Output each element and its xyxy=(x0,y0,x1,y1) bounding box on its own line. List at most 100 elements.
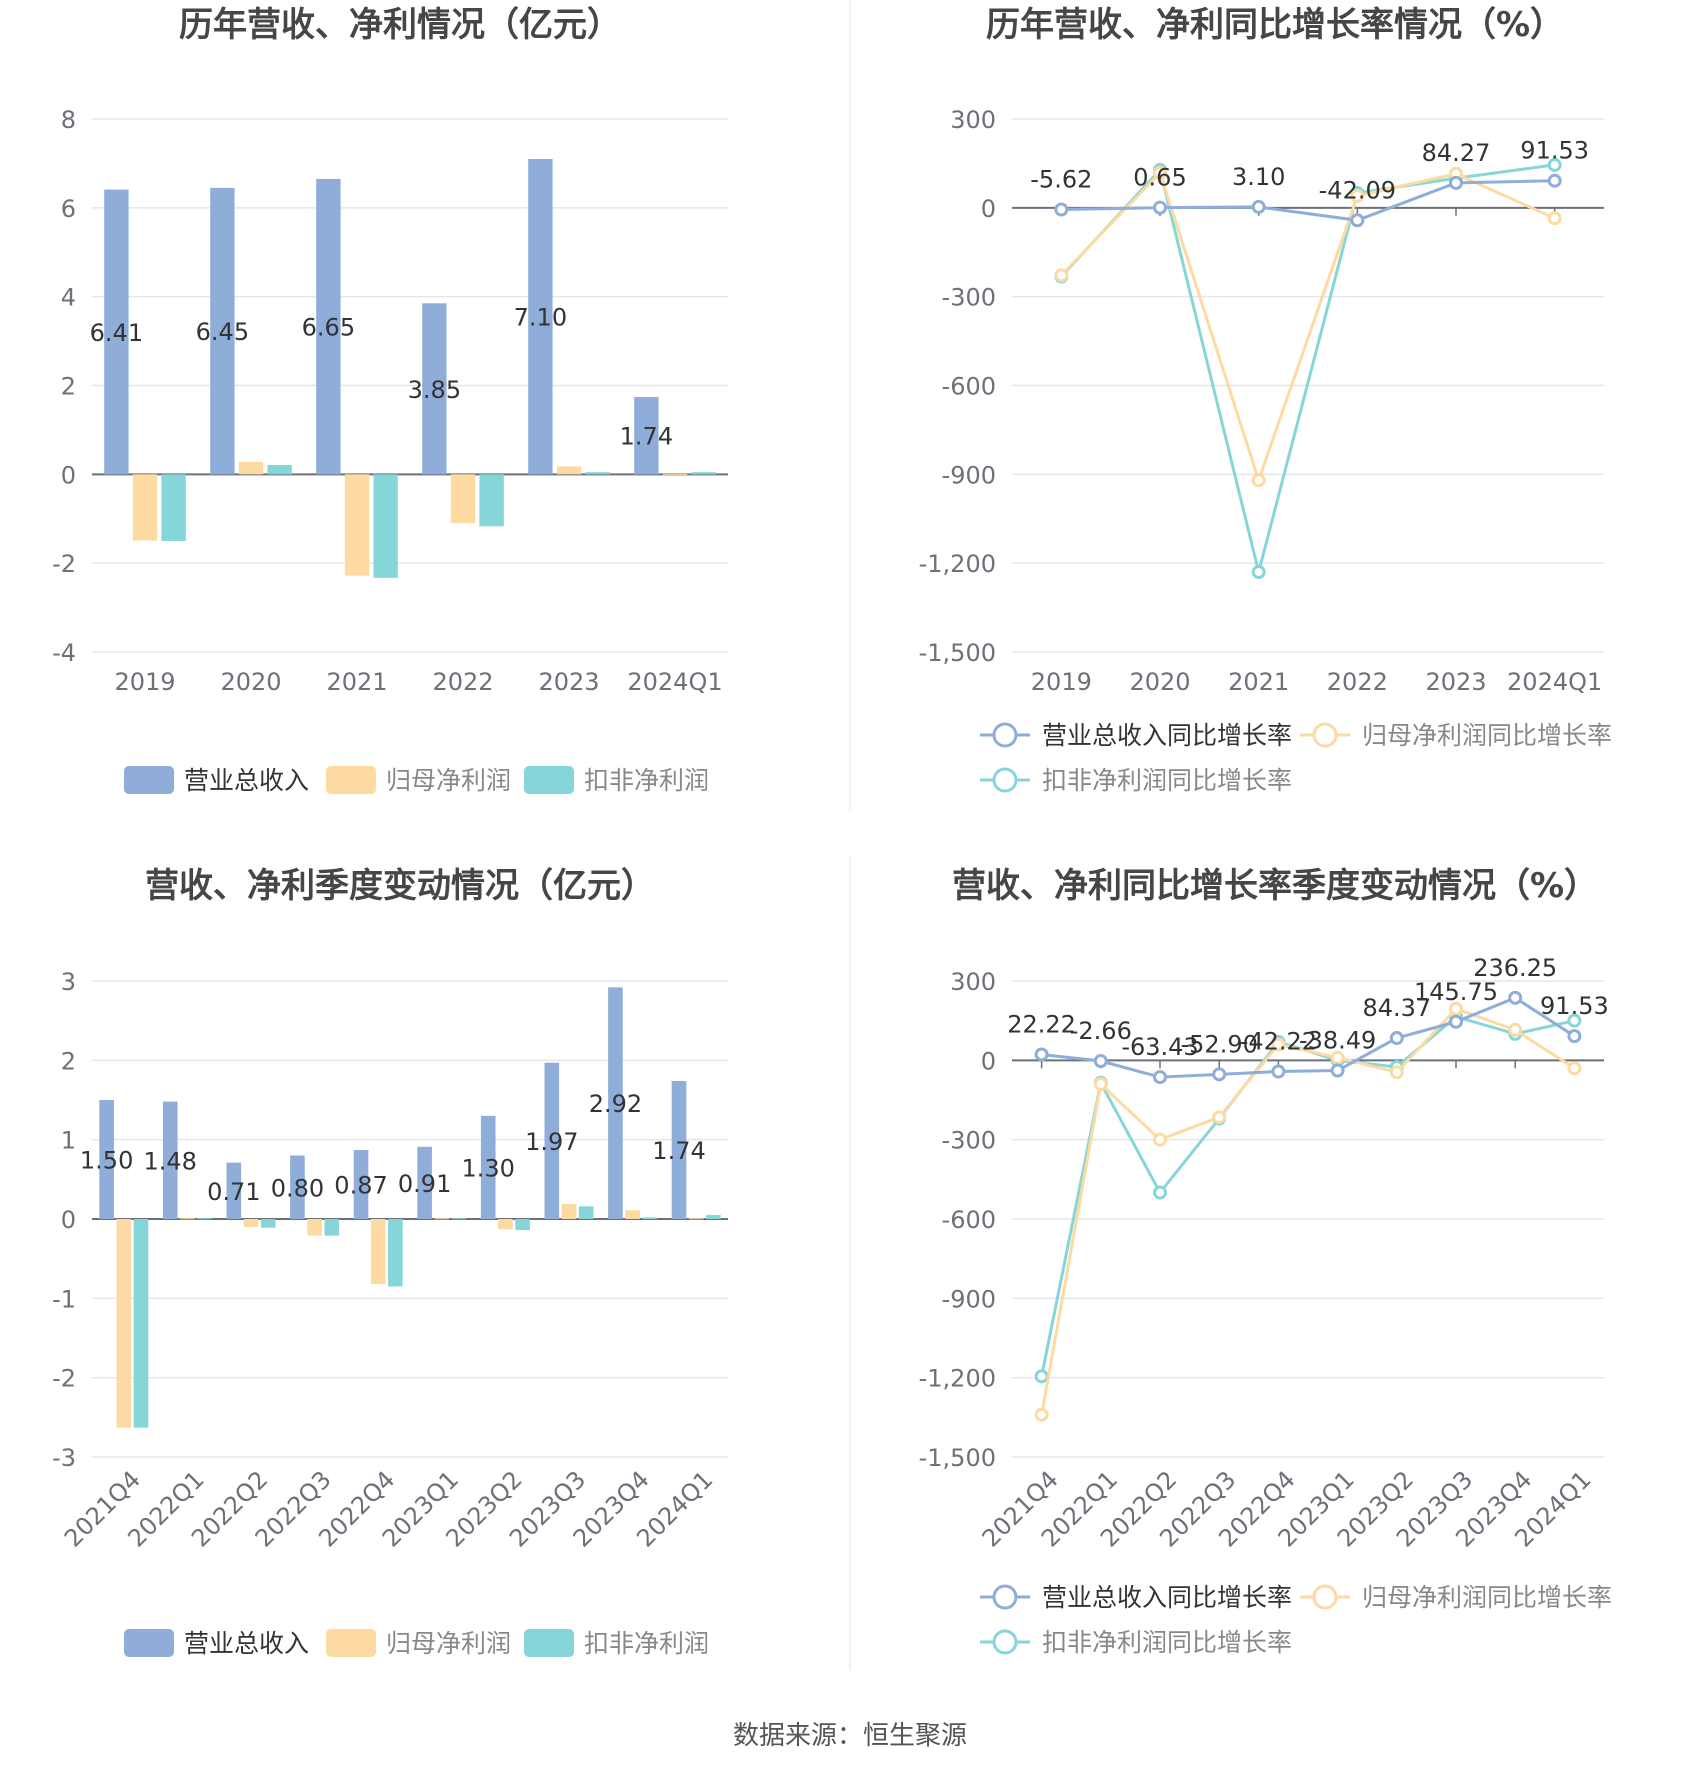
bar-revenue xyxy=(104,189,129,475)
source-note: 数据来源：恒生聚源 xyxy=(733,1721,967,1751)
legend-label: 归母净利润同比增长率 xyxy=(1362,1583,1612,1612)
bar-revenue xyxy=(162,1101,178,1219)
legend-label: 营业总收入同比增长率 xyxy=(1042,1583,1292,1612)
y-tick-label: 8 xyxy=(61,106,76,134)
y-tick-label: 300 xyxy=(950,968,996,996)
y-tick-label: 0 xyxy=(61,1206,76,1234)
data-label: 1.74 xyxy=(620,423,673,451)
bar-revenue xyxy=(634,397,659,475)
line-point xyxy=(1567,1061,1582,1076)
line-revenue-growth xyxy=(1041,996,1576,1079)
data-label: -52.90 xyxy=(1181,1030,1258,1058)
bar-net-profit xyxy=(344,474,370,576)
legend-item[interactable]: 扣非净利润同比增长率 xyxy=(980,766,1292,795)
data-label: 2.92 xyxy=(589,1090,642,1118)
legend-item[interactable]: 扣非净利润 xyxy=(524,766,709,795)
bar-revenue xyxy=(316,178,341,475)
y-tick-label: -1,200 xyxy=(919,550,996,578)
bar-revenue xyxy=(422,303,447,475)
line-point xyxy=(1054,202,1069,217)
x-tick-label: 2023 xyxy=(1425,668,1486,696)
legend-item[interactable]: 归母净利润同比增长率 xyxy=(1300,1583,1612,1612)
legend-label: 归母净利润 xyxy=(386,1629,511,1658)
data-label: 91.53 xyxy=(1540,992,1609,1020)
bar-revenue xyxy=(480,1115,496,1219)
legend-item[interactable]: 营业总收入 xyxy=(124,766,309,795)
bar-net-profit xyxy=(307,1219,322,1236)
line-point xyxy=(1153,200,1167,215)
legend-item[interactable]: 归母净利润同比增长率 xyxy=(1300,721,1612,750)
line-point xyxy=(1212,1110,1227,1125)
line-point xyxy=(1350,213,1365,228)
bar-net-profit xyxy=(238,461,264,475)
y-tick-label: 0 xyxy=(981,1047,996,1075)
chart-annual-growth: 历年营收、净利同比增长率情况（%） 300 0 -300 -600 -900 -1,200 -… xyxy=(919,5,1612,795)
legend-item[interactable]: 归母净利润 xyxy=(326,1629,511,1658)
line-point xyxy=(1034,1369,1049,1384)
y-tick-label: -1 xyxy=(52,1285,76,1313)
bar-deducted-profit xyxy=(133,1219,149,1428)
legend-item[interactable]: 扣非净利润 xyxy=(524,1629,709,1658)
line-point xyxy=(1212,1067,1227,1082)
bar-net-profit xyxy=(561,1203,577,1219)
x-tick-label: 2021 xyxy=(1228,668,1289,696)
chart-quarterly-values: 营收、净利季度变动情况（亿元）3210-1-2-32021Q42022Q1202… xyxy=(52,866,728,1658)
data-label: -63.43 xyxy=(1121,1033,1198,1061)
line-point xyxy=(1567,1029,1582,1044)
legend-marker xyxy=(992,1584,1018,1610)
bar-net-profit xyxy=(498,1219,513,1230)
bar-deducted-profit xyxy=(260,1219,276,1228)
bar-revenue xyxy=(544,1062,560,1219)
line-point xyxy=(1251,565,1266,580)
line-point xyxy=(1449,175,1463,190)
line-deducted-profit-growth xyxy=(1060,163,1555,573)
legend-item[interactable]: 扣非净利润同比增长率 xyxy=(980,1628,1292,1657)
bar-deducted-profit xyxy=(267,465,292,475)
bar-revenue xyxy=(290,1155,305,1219)
line-point xyxy=(1271,1037,1286,1052)
bar-deducted-profit xyxy=(388,1219,403,1287)
legend-swatch xyxy=(326,766,376,794)
legend-item[interactable]: 归母净利润 xyxy=(326,766,511,795)
y-tick-label: 0 xyxy=(61,461,76,489)
line-point xyxy=(1547,157,1562,172)
line-net-profit-growth xyxy=(1040,1007,1576,1415)
legend-marker xyxy=(992,1629,1018,1655)
bar-net-profit xyxy=(662,473,688,475)
line-point xyxy=(1389,1031,1404,1046)
data-label: 1.74 xyxy=(652,1137,705,1165)
line-point xyxy=(1567,1013,1582,1028)
legend-item[interactable]: 营业总收入同比增长率 xyxy=(980,1583,1292,1612)
line-point xyxy=(1034,1047,1049,1062)
line-point xyxy=(1271,1064,1286,1079)
chart-title: 营收、净利季度变动情况（亿元） xyxy=(145,866,655,906)
legend-item[interactable]: 营业总收入同比增长率 xyxy=(980,721,1292,750)
data-label: 0.87 xyxy=(334,1171,387,1199)
data-label: 1.97 xyxy=(525,1128,578,1156)
y-tick-label: -600 xyxy=(942,1206,996,1234)
legend-label: 扣非净利润 xyxy=(584,766,709,795)
data-label: 6.41 xyxy=(90,319,143,347)
y-tick-label: -300 xyxy=(942,1127,996,1155)
y-tick-label: -900 xyxy=(942,461,996,489)
line-point xyxy=(1330,1063,1345,1078)
bar-net-profit xyxy=(688,1218,704,1220)
x-tick-label: 2019 xyxy=(1031,668,1092,696)
bar-net-profit xyxy=(132,474,158,541)
data-label: 236.25 xyxy=(1473,954,1557,982)
y-tick-label: -1,500 xyxy=(919,1444,996,1472)
y-tick-label: 2 xyxy=(61,373,76,401)
legend-item[interactable]: 营业总收入 xyxy=(124,1629,309,1658)
bar-net-profit xyxy=(180,1218,195,1220)
y-tick-label: 6 xyxy=(61,195,76,223)
bar-revenue xyxy=(528,158,553,475)
line-point xyxy=(1547,173,1562,188)
line-revenue-growth xyxy=(1061,179,1555,222)
line-point xyxy=(1508,1022,1523,1037)
line-point xyxy=(1153,1070,1167,1085)
bar-deducted-profit xyxy=(642,1217,658,1219)
bar-deducted-profit xyxy=(451,1218,467,1220)
bar-deducted-profit xyxy=(691,472,716,475)
line-point xyxy=(1153,1132,1167,1147)
y-tick-label: -2 xyxy=(52,1365,76,1393)
